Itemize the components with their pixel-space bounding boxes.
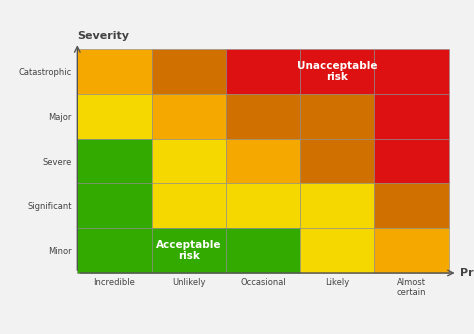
Bar	[300, 94, 374, 139]
Bar	[374, 49, 448, 94]
Bar	[152, 228, 226, 273]
Bar	[374, 94, 448, 139]
Bar	[300, 139, 374, 183]
Bar	[152, 139, 226, 183]
Bar	[226, 139, 300, 183]
Bar	[77, 94, 152, 139]
Text: Unacceptable
risk: Unacceptable risk	[297, 61, 377, 82]
Bar	[300, 49, 374, 94]
Bar	[77, 49, 152, 94]
Text: Severity: Severity	[77, 31, 129, 41]
Bar	[226, 94, 300, 139]
Bar	[374, 228, 448, 273]
Bar	[374, 139, 448, 183]
Bar	[152, 94, 226, 139]
Text: Acceptable
risk: Acceptable risk	[156, 240, 221, 262]
Bar	[226, 228, 300, 273]
Bar	[374, 183, 448, 228]
Bar	[300, 183, 374, 228]
Text: Probability: Probability	[460, 268, 474, 278]
Bar	[226, 49, 300, 94]
Bar	[77, 228, 152, 273]
Bar	[226, 183, 300, 228]
Bar	[152, 49, 226, 94]
Bar	[77, 183, 152, 228]
Bar	[77, 139, 152, 183]
Bar	[300, 228, 374, 273]
Bar	[152, 183, 226, 228]
